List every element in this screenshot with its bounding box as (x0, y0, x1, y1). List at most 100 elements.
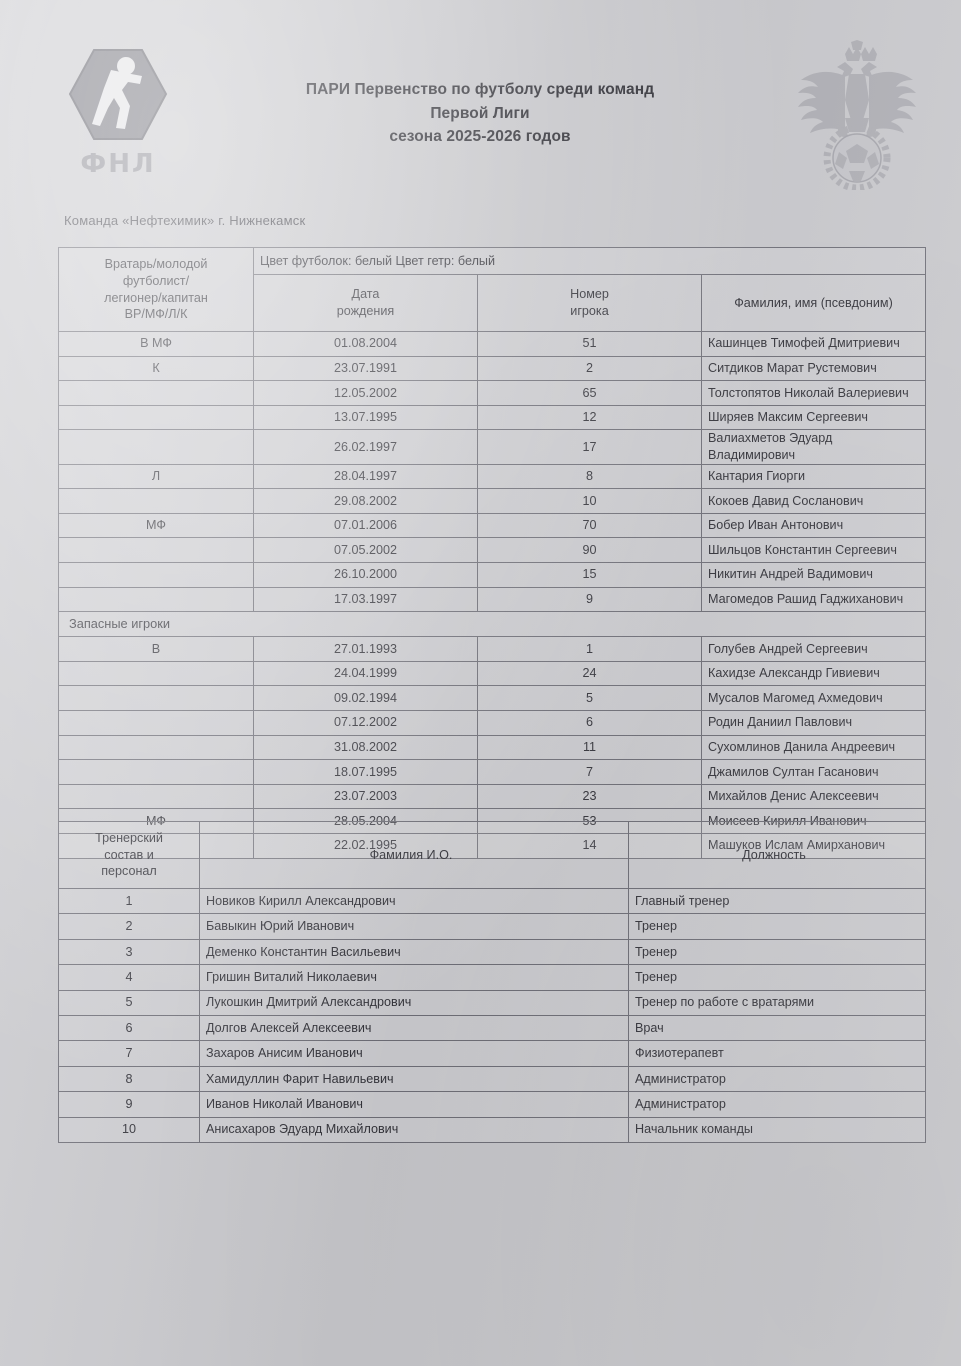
title-line-1: ПАРИ Первенство по футболу среди команд (305, 81, 655, 98)
staff-name: Гришин Виталий Николаевич (199, 964, 629, 991)
player-role (58, 537, 254, 563)
table-row: 26.10.2000 15 Никитин Андрей Вадимович (58, 561, 926, 588)
player-role: Л (58, 463, 254, 490)
player-role (58, 488, 254, 514)
staff-index: 5 (58, 989, 200, 1016)
table-row: 1 Новиков Кирилл Александрович Главный тре… (58, 887, 926, 915)
player-dob: 18.07.1995 (253, 759, 478, 785)
player-dob: 07.12.2002 (253, 709, 478, 736)
player-dob: 27.01.1993 (253, 636, 478, 662)
player-number: 5 (477, 685, 702, 711)
player-role: МФ (58, 512, 254, 539)
staff-header-row: Тренерский состав и персонал Фамилия И.О… (58, 821, 926, 889)
staff-position: Врач (628, 1014, 926, 1042)
table-row: 31.08.2002 11 Сухомлинов Данила Андреевич (58, 734, 926, 761)
player-role (58, 759, 254, 785)
staff-name: Иванов Николай Иванович (199, 1091, 629, 1118)
staff-index: 2 (58, 913, 200, 940)
player-name: Ситдиков Марат Рустемович (701, 355, 926, 382)
staff-index: 10 (58, 1116, 200, 1143)
player-name: Кокоев Давид Сосланович (701, 488, 926, 514)
player-name: Джамилов Султан Гасанович (701, 759, 926, 785)
player-role (58, 734, 254, 761)
staff-name: Деменко Константин Васильевич (199, 938, 629, 966)
player-number: 10 (477, 488, 702, 514)
player-name: Кахидзе Александр Гивиевич (701, 660, 926, 687)
player-dob: 23.07.1991 (253, 355, 478, 382)
squad-column-header-row: Дата рождения Номер игрока Фамилия, имя … (59, 274, 926, 332)
staff-name: Захаров Анисим Иванович (199, 1040, 629, 1067)
table-row: 07.12.2002 6 Родин Даниил Павлович (58, 709, 926, 736)
player-number: 17 (477, 429, 702, 465)
russian-football-union-emblem-icon (798, 40, 916, 190)
staff-position-header: Должность (628, 821, 926, 889)
title-line-3: сезона 2025-2026 годов (389, 128, 571, 146)
column-header-name: Фамилия, имя (псевдоним) (701, 274, 926, 332)
column-header-dob: Дата рождения (253, 274, 478, 332)
player-dob: 29.08.2002 (253, 488, 478, 514)
player-dob: 24.04.1999 (253, 660, 478, 687)
staff-name: Анисахаров Эдуард Михайлович (199, 1116, 629, 1143)
player-number: 90 (477, 537, 702, 563)
staff-position: Администратор (628, 1091, 926, 1118)
player-name: Толстопятов Николай Валериевич (701, 380, 926, 406)
player-role (58, 660, 254, 687)
staff-name: Хамидуллин Фарит Навильевич (199, 1065, 629, 1093)
player-number: 51 (477, 331, 702, 357)
player-name: Сухомлинов Данила Андреевич (701, 734, 926, 761)
player-number: 23 (477, 783, 702, 810)
kit-colours-header: Цвет футболок: белый Цвет гетр: белый (253, 247, 926, 275)
table-row: 09.02.1994 5 Мусалов Магомед Ахмедович (58, 685, 926, 711)
table-row: 12.05.2002 65 Толстопятов Николай Валериев… (58, 380, 926, 406)
player-dob: 13.07.1995 (253, 404, 478, 431)
player-role: В МФ (58, 331, 254, 357)
player-number: 8 (477, 463, 702, 490)
document-header: ФНЛ ПАРИ Первенство по футболу среди ком… (0, 0, 961, 200)
player-number: 65 (477, 380, 702, 406)
player-name: Бобер Иван Антонович (701, 512, 926, 539)
player-name: Кантария Гиорги (701, 463, 926, 490)
player-number: 6 (477, 709, 702, 736)
player-role (58, 429, 254, 465)
staff-index: 9 (58, 1091, 200, 1118)
squad-table: Вратарь/молодой футболист/ легионер/капи… (58, 247, 926, 859)
player-number: 9 (477, 586, 702, 613)
staff-name-header: Фамилия И.О. (199, 821, 629, 889)
player-role (58, 561, 254, 588)
page-title: ПАРИ Первенство по футболу среди команд … (200, 78, 760, 149)
staff-index: 8 (58, 1065, 200, 1093)
staff-name: Бавыкин Юрий Иванович (199, 913, 629, 940)
team-name-line: Команда «Нефтехимик» г. Нижнекамск (64, 213, 306, 228)
player-dob: 09.02.1994 (253, 685, 478, 711)
staff-position: Тренер по работе с вратарями (628, 989, 926, 1016)
player-name: Никитин Андрей Вадимович (701, 561, 926, 588)
player-dob: 26.02.1997 (253, 429, 478, 465)
table-row: 3 Деменко Константин Васильевич Тренер (58, 938, 926, 966)
player-dob: 31.08.2002 (253, 734, 478, 761)
staff-position: Начальник команды (628, 1116, 926, 1143)
player-role (58, 404, 254, 431)
player-dob: 26.10.2000 (253, 561, 478, 588)
table-row: В МФ 01.08.2004 51 Кашинцев Тимофей Дмитрие… (58, 331, 926, 357)
table-row: 2 Бавыкин Юрий Иванович Тренер (58, 913, 926, 940)
staff-position: Физиотерапевт (628, 1040, 926, 1067)
table-row: 5 Лукошкин Дмитрий Александрович Тренер по… (58, 989, 926, 1016)
table-row: 13.07.1995 12 Ширяев Максим Сергеевич (58, 404, 926, 431)
substitutes-section-row: Запасные игроки (58, 611, 926, 638)
player-name: Мусалов Магомед Ахмедович (701, 685, 926, 711)
table-row: 29.08.2002 10 Кокоев Давид Сосланович (58, 488, 926, 514)
player-number: 24 (477, 660, 702, 687)
player-name: Голубев Андрей Сергеевич (701, 636, 926, 662)
fnl-logo-wordmark: ФНЛ (80, 149, 156, 179)
player-dob: 07.01.2006 (253, 512, 478, 539)
player-name: Михайлов Денис Алексеевич (701, 783, 926, 810)
table-row: 23.07.2003 23 Михайлов Денис Алексеевич (58, 783, 926, 810)
staff-position: Тренер (628, 938, 926, 966)
table-row: 9 Иванов Николай Иванович Администратор (58, 1091, 926, 1118)
player-dob: 07.05.2002 (253, 537, 478, 563)
table-row: 17.03.1997 9 Магомедов Рашид Гаджиханович (58, 586, 926, 613)
player-dob: 23.07.2003 (253, 783, 478, 810)
player-role (58, 783, 254, 810)
squad-kit-header-row: Вратарь/молодой футболист/ легионер/капи… (58, 247, 926, 332)
table-row: 6 Долгов Алексей Алексеевич Врач (58, 1014, 926, 1042)
